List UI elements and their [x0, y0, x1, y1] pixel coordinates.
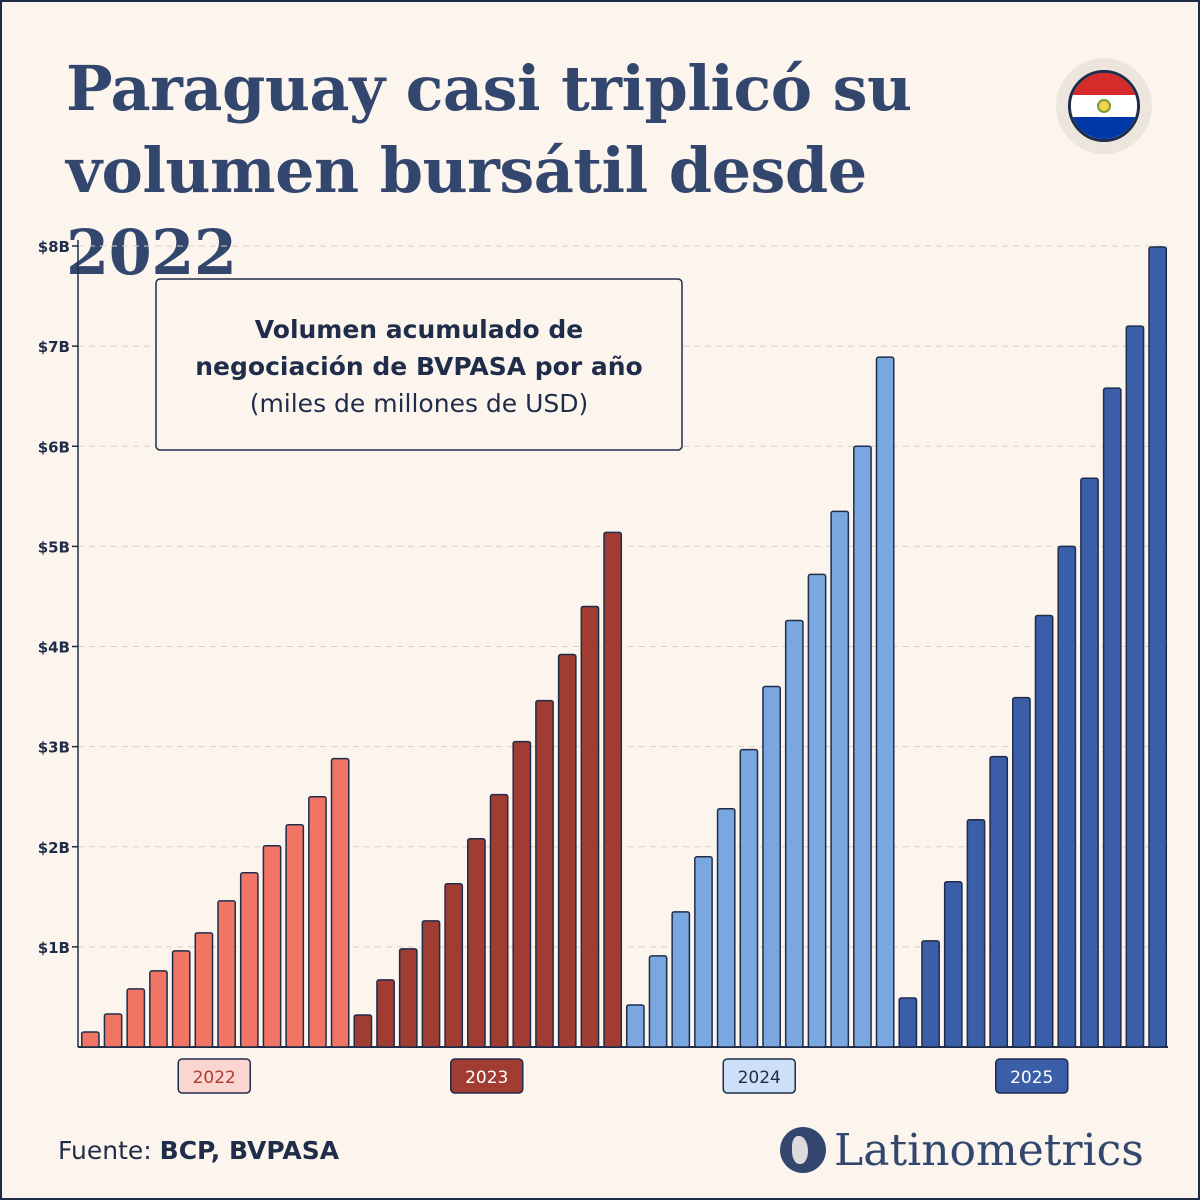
flag-red-stripe: [1071, 73, 1137, 96]
bar: [1102, 387, 1122, 1048]
year-label: 2025: [1010, 1068, 1053, 1088]
bar: [149, 970, 168, 1048]
source-note: Fuente: BCP, BVPASA: [58, 1136, 339, 1165]
bar: [308, 795, 327, 1048]
year-label: 2022: [193, 1068, 236, 1088]
bar: [807, 573, 827, 1048]
source-names: BCP, BVPASA: [159, 1136, 340, 1165]
bar: [784, 619, 804, 1048]
chart-title-box: [155, 278, 683, 451]
bar: [421, 920, 441, 1048]
bar: [330, 757, 350, 1048]
bar: [239, 872, 259, 1048]
bar: [853, 445, 872, 1048]
bar: [921, 940, 940, 1048]
latin-america-map-icon: [780, 1127, 826, 1173]
bar: [489, 793, 509, 1048]
bar: [1148, 246, 1168, 1048]
year-label-box: [995, 1058, 1069, 1094]
bar: [557, 653, 577, 1048]
bar: [603, 531, 623, 1048]
page-title: Paraguay casi triplicó su volumen bursát…: [66, 52, 912, 289]
year-label-box: [450, 1058, 524, 1094]
bar: [80, 1031, 100, 1048]
bar: [171, 950, 191, 1048]
brand-name: Latinometrics: [834, 1124, 1144, 1176]
bar: [1125, 325, 1145, 1048]
bar: [1012, 696, 1031, 1048]
y-tick-label: $8B: [38, 238, 70, 256]
brand-logo: Latinometrics: [780, 1120, 1144, 1180]
source-prefix: Fuente:: [58, 1136, 152, 1165]
bar: [126, 988, 146, 1048]
bar: [989, 755, 1009, 1048]
bar: [444, 883, 464, 1048]
y-tick-label: $1B: [38, 939, 70, 957]
bar: [376, 979, 395, 1048]
bar: [512, 740, 532, 1048]
y-tick-label: $2B: [38, 839, 70, 857]
bar: [1057, 545, 1077, 1048]
y-tick-label: $5B: [38, 538, 70, 556]
bar: [898, 997, 918, 1048]
bar: [739, 748, 759, 1048]
bar: [830, 510, 850, 1048]
bar: [943, 881, 963, 1048]
chart-title: Volumen acumulado de negociación de BVPAS…: [195, 315, 642, 381]
bar: [648, 955, 668, 1048]
year-label-box: [722, 1058, 796, 1094]
flag-emblem: [1097, 99, 1111, 113]
y-tick-label: $6B: [38, 438, 70, 456]
bar: [194, 932, 214, 1048]
bar: [625, 1004, 645, 1048]
bar: [467, 837, 486, 1048]
bar: [875, 356, 895, 1048]
bar: [285, 823, 305, 1048]
bar: [716, 807, 736, 1048]
bar: [262, 844, 282, 1048]
paraguay-flag-icon: [1056, 58, 1152, 154]
flag-blue-stripe: [1071, 117, 1137, 139]
bar: [1034, 614, 1054, 1048]
bar: [694, 856, 713, 1048]
bar: [535, 699, 554, 1048]
year-label: 2024: [738, 1068, 781, 1088]
bar: [966, 818, 986, 1048]
y-tick-label: $4B: [38, 639, 70, 657]
bar: [103, 1013, 123, 1048]
bar: [398, 948, 418, 1048]
y-tick-label: $3B: [38, 739, 70, 757]
bar: [353, 1014, 373, 1048]
bar: [1080, 477, 1099, 1048]
bar: [217, 900, 236, 1048]
bar: [671, 911, 691, 1048]
year-label: 2023: [465, 1068, 508, 1088]
bar: [762, 685, 781, 1048]
year-label-box: [177, 1058, 251, 1094]
chart-subtitle: (miles de millones de USD): [250, 389, 589, 418]
flag-circle: [1068, 70, 1140, 142]
y-tick-label: $7B: [38, 338, 70, 356]
bar: [580, 605, 600, 1048]
